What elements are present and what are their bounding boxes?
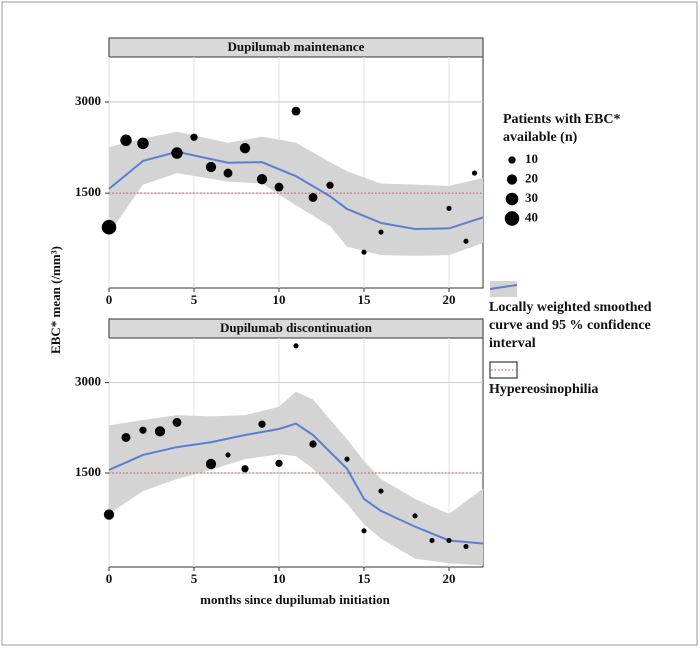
point <box>344 456 350 462</box>
panel-title: Dupilumab discontinuation <box>220 320 373 335</box>
point <box>291 106 301 116</box>
reference-swatch <box>489 361 518 379</box>
point <box>190 133 198 141</box>
x-axis-label: months since dupilumab initiation <box>200 592 390 607</box>
point <box>137 137 149 150</box>
x-tick-label: 0 <box>106 292 113 307</box>
point <box>361 528 367 534</box>
point <box>225 452 231 458</box>
point <box>223 168 233 178</box>
x-tick-label: 10 <box>273 571 286 586</box>
x-tick-label: 20 <box>443 292 456 307</box>
point <box>361 249 367 255</box>
point <box>463 543 469 550</box>
x-tick-label: 15 <box>358 292 372 307</box>
x-tick-label: 10 <box>273 292 286 307</box>
point <box>326 181 334 189</box>
panel-title: Dupilumab maintenance <box>228 39 365 54</box>
y-tick-label: 3000 <box>75 374 101 389</box>
point <box>121 432 131 442</box>
size-legend-circle <box>508 156 516 164</box>
confidence-band <box>109 391 483 566</box>
curve-legend-label: Locally weighted smoothed curve and 95 %… <box>489 300 652 351</box>
point <box>241 465 249 473</box>
point <box>275 459 283 467</box>
point <box>256 174 268 185</box>
point <box>205 458 217 470</box>
y-tick-label: 1500 <box>75 464 101 479</box>
size-legend-circle <box>506 174 518 185</box>
point <box>120 134 132 147</box>
reference-legend-label: Hypereosinophilia <box>489 382 599 397</box>
point <box>308 192 318 202</box>
point <box>258 420 266 428</box>
point <box>378 488 384 494</box>
x-tick-label: 5 <box>191 571 198 586</box>
point <box>274 182 284 192</box>
point <box>309 440 317 448</box>
x-tick-label: 5 <box>191 292 198 307</box>
point <box>471 170 478 176</box>
x-tick-label: 15 <box>358 571 372 586</box>
point <box>154 426 166 437</box>
point <box>293 343 299 349</box>
point <box>446 205 452 211</box>
curve-swatch <box>489 284 518 290</box>
point <box>139 426 147 434</box>
size-legend-label: 10 <box>525 151 538 166</box>
point <box>239 143 251 154</box>
point <box>412 513 418 519</box>
point <box>429 537 435 544</box>
point <box>463 238 469 244</box>
smoothed-curve <box>108 422 484 545</box>
point <box>171 147 183 159</box>
size-legend-circle <box>505 192 519 206</box>
point <box>101 219 117 235</box>
y-axis-label: EBC* mean (/mm³) <box>48 246 63 354</box>
point <box>103 509 115 520</box>
point <box>172 417 182 427</box>
x-tick-label: 0 <box>106 571 113 586</box>
size-legend-label: 20 <box>525 170 538 185</box>
point <box>378 229 384 235</box>
y-tick-label: 3000 <box>75 93 101 108</box>
x-tick-label: 20 <box>443 571 456 586</box>
size-legend-circle <box>504 211 520 226</box>
point <box>446 537 452 544</box>
size-legend-label: 40 <box>525 209 538 224</box>
y-tick-label: 1500 <box>75 184 101 199</box>
point <box>205 161 217 173</box>
size-legend-title: Patients with EBC* available (n) <box>503 112 621 145</box>
size-legend-label: 30 <box>525 190 538 205</box>
